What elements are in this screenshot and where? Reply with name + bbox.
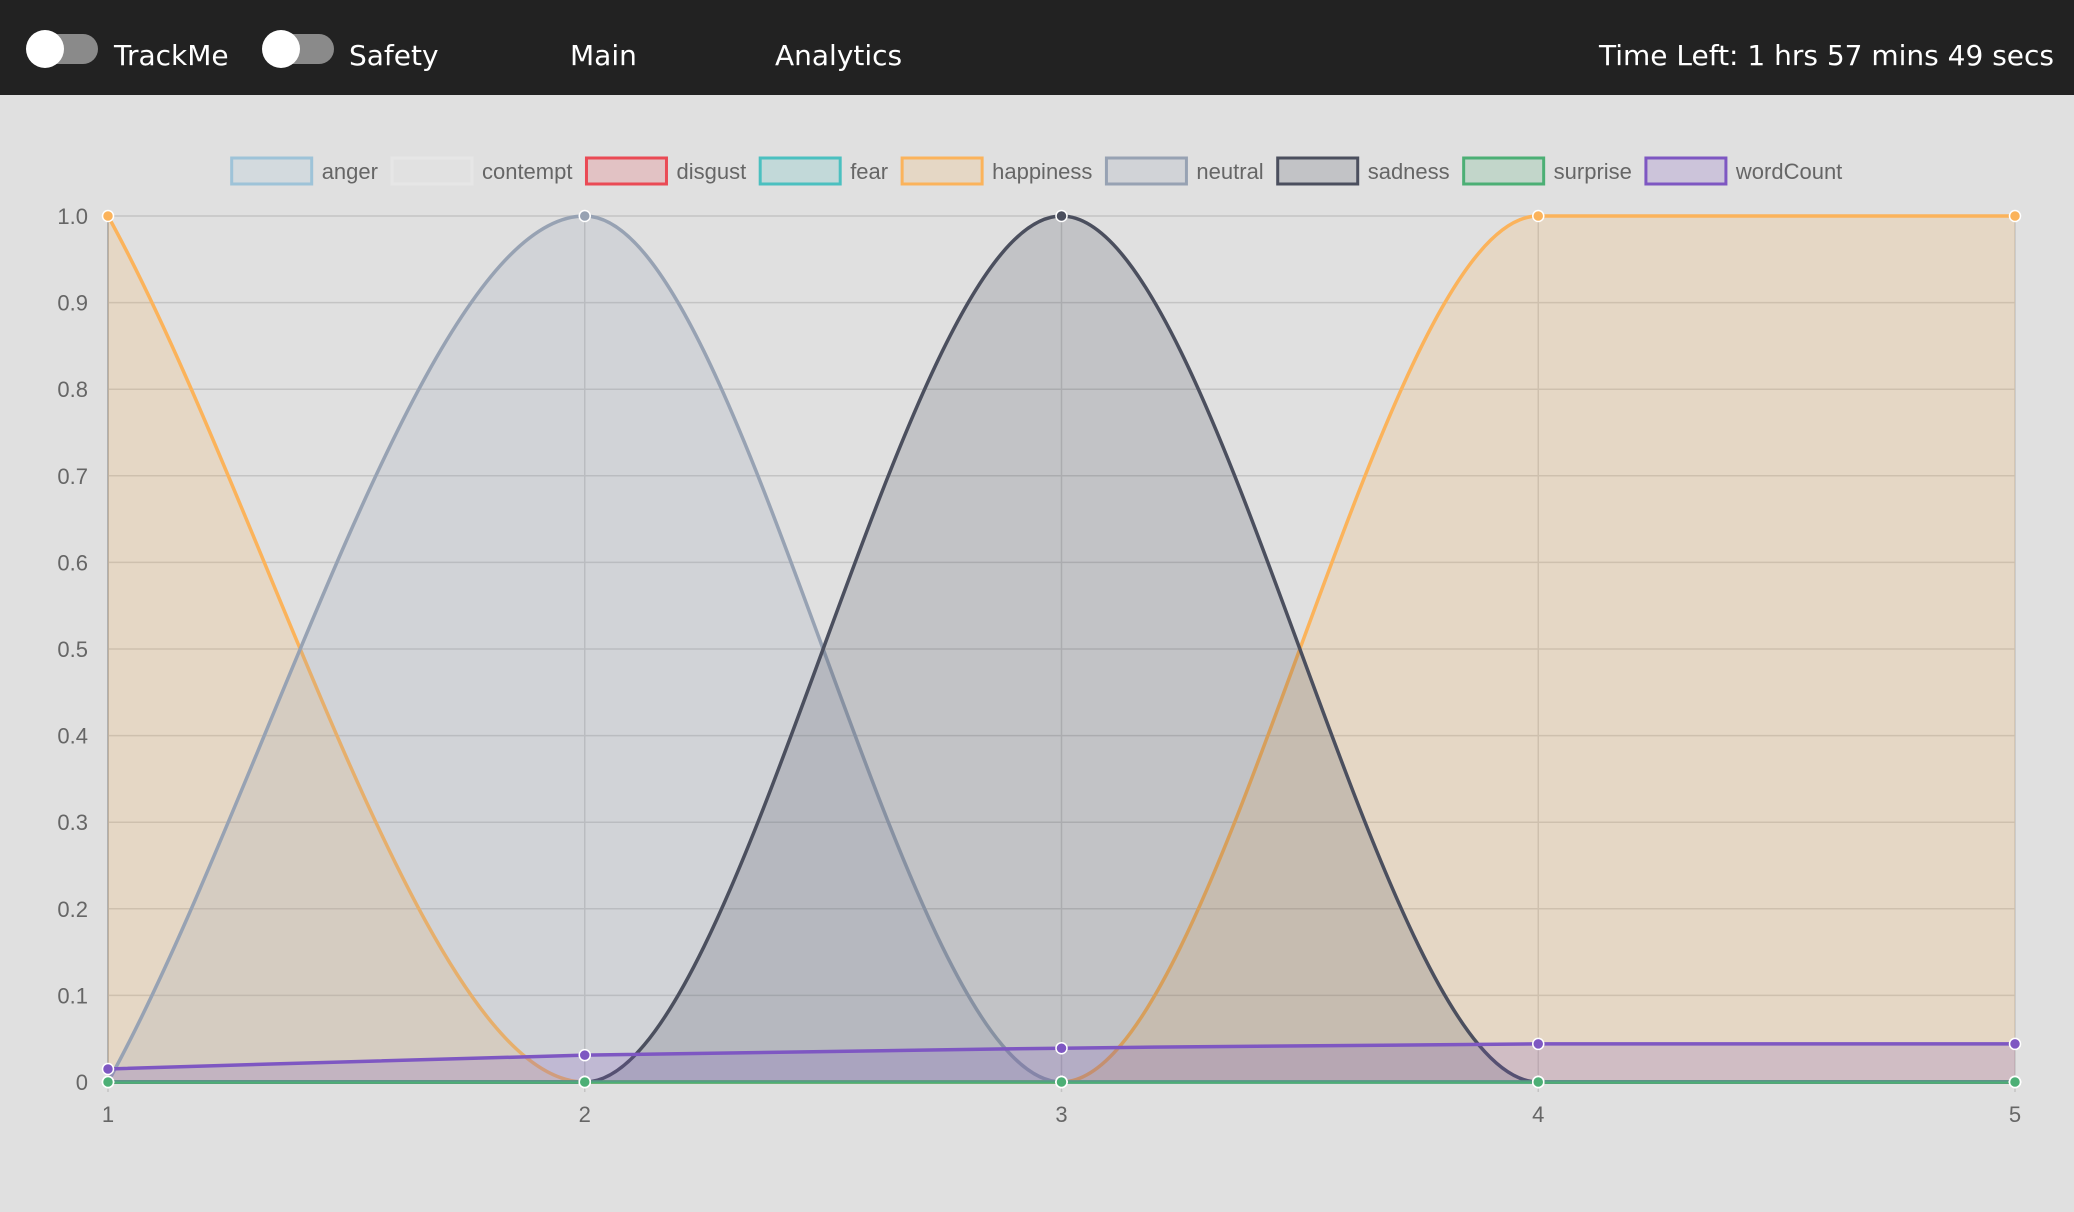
y-tick-label: 1.0 [57, 204, 88, 229]
emotion-chart: 0 0.1 0.2 0.3 0.4 0.5 0.6 0.7 0.8 0.9 1.0 1 2 3 4 5 ange… [0, 95, 2074, 1208]
series-happiness-point [2008, 209, 2022, 223]
legend-swatch-sadness [1276, 156, 1360, 186]
series-surprise-point [1532, 1075, 1545, 1089]
legend-swatch-happiness [900, 156, 984, 186]
legend-label-anger: anger [322, 159, 378, 184]
trackme-toggle-knob [26, 30, 64, 68]
legend-label-wordcount: wordCount [1735, 159, 1842, 184]
legend-label-disgust: disgust [676, 159, 746, 184]
safety-label: Safety [349, 39, 439, 72]
x-tick-label: 1 [102, 1102, 114, 1127]
legend-label-surprise: surprise [1554, 159, 1632, 184]
series-wordcount-point [101, 1062, 115, 1076]
legend-item-wordcount: wordCount [1644, 156, 1842, 186]
legend-label-fear: fear [850, 159, 888, 184]
x-tick-label: 3 [1055, 1102, 1067, 1127]
legend-item-disgust: disgust [584, 156, 746, 186]
legend-swatch-disgust [584, 156, 668, 186]
y-tick-label: 0.1 [57, 983, 88, 1008]
y-tick-label: 0.5 [57, 637, 88, 662]
series-sadness-area [108, 216, 2015, 1082]
y-tick-label: 0.6 [57, 550, 88, 575]
trackme-toggle[interactable] [26, 30, 98, 68]
series-wordcount-area [108, 1043, 2015, 1082]
y-tick-label: 0.4 [57, 724, 88, 749]
series-sadness-point [1055, 209, 1068, 223]
series-surprise-point [1055, 1075, 1068, 1089]
legend-swatch-surprise [1462, 156, 1546, 186]
y-tick-label: 0.9 [57, 291, 88, 316]
legend-swatch-contempt [390, 156, 474, 186]
legend-item-surprise: surprise [1462, 156, 1632, 186]
series-happiness-area [108, 216, 2015, 1082]
y-tick-label: 0.2 [57, 897, 88, 922]
legend-swatch-wordcount [1644, 156, 1728, 186]
y-tick-label: 0.8 [57, 377, 88, 402]
legend-label-contempt: contempt [482, 159, 573, 184]
y-tick-label: 0 [76, 1070, 88, 1095]
series-wordcount-point [2008, 1037, 2022, 1051]
safety-toggle-knob [262, 30, 300, 68]
series-neutral-area [108, 216, 2015, 1082]
legend-label-neutral: neutral [1196, 159, 1263, 184]
legend-item-anger: anger [230, 156, 378, 186]
nav-analytics-link[interactable]: Analytics [775, 39, 903, 72]
legend-item-contempt: contempt [390, 156, 573, 186]
nav-main-link[interactable]: Main [570, 39, 637, 72]
legend-swatch-neutral [1104, 156, 1188, 186]
series-happiness-point [101, 209, 115, 223]
series-wordcount-point [1055, 1041, 1068, 1055]
series-surprise-point [101, 1075, 115, 1089]
legend-swatch-anger [230, 156, 314, 186]
series-surprise-point [578, 1075, 591, 1089]
series-neutral-point [578, 209, 591, 223]
x-tick-label: 4 [1532, 1102, 1544, 1127]
series-wordcount-point [578, 1048, 591, 1062]
time-left-text: Time Left: 1 hrs 57 mins 49 secs [1598, 39, 2054, 72]
x-tick-label: 5 [2009, 1102, 2021, 1127]
legend-swatch-fear [758, 156, 842, 186]
legend-item-fear: fear [758, 156, 888, 186]
safety-toggle[interactable] [262, 30, 334, 68]
legend-label-sadness: sadness [1368, 159, 1450, 184]
legend-item-sadness: sadness [1276, 156, 1450, 186]
emotion-chart-svg: 0 0.1 0.2 0.3 0.4 0.5 0.6 0.7 0.8 0.9 1.0 1 2 3 4 5 ange… [57, 156, 2022, 1127]
series-surprise-point [2008, 1075, 2022, 1089]
legend-item-neutral: neutral [1104, 156, 1264, 186]
trackme-label: TrackMe [114, 39, 229, 72]
y-tick-label: 0.3 [57, 810, 88, 835]
x-tick-label: 2 [579, 1102, 591, 1127]
legend-label-happiness: happiness [992, 159, 1092, 184]
legend-item-happiness: happiness [900, 156, 1092, 186]
y-tick-label: 0.7 [57, 464, 88, 489]
series-happiness-point [1532, 209, 1545, 223]
top-navigation-bar: TrackMe Safety Main Analytics Time Left:… [0, 0, 2074, 95]
series-wordcount-point [1532, 1037, 1545, 1051]
